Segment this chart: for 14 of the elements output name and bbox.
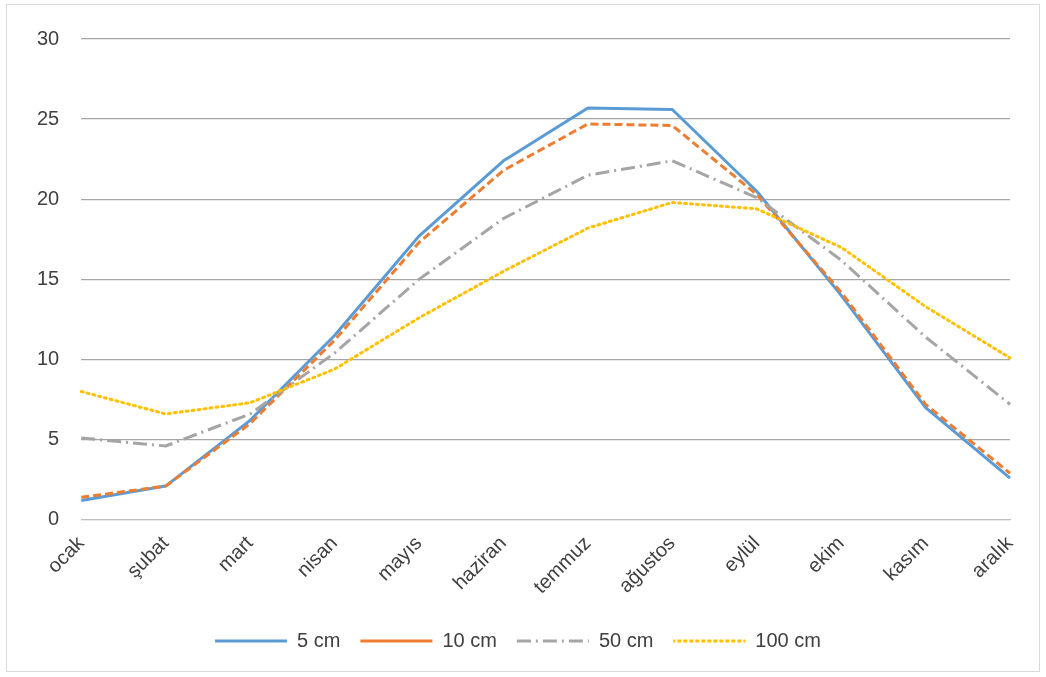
y-tick-label: 15 bbox=[37, 266, 60, 289]
y-tick-label: 10 bbox=[37, 347, 60, 370]
line-series bbox=[79, 159, 1012, 448]
y-tick-label: 20 bbox=[37, 186, 60, 209]
y-tick-label: 0 bbox=[48, 507, 60, 530]
legend-label: 10 cm bbox=[442, 628, 497, 651]
legend-label: 50 cm bbox=[598, 628, 654, 651]
y-tick-label: 5 bbox=[48, 427, 60, 450]
y-tick-label: 25 bbox=[37, 106, 60, 129]
x-tick-label: ekim bbox=[802, 531, 848, 577]
legend-label: 5 cm bbox=[297, 628, 341, 651]
line-series bbox=[79, 200, 1012, 416]
legend-label: 100 cm bbox=[755, 628, 821, 651]
y-tick-label: 30 bbox=[37, 26, 60, 49]
